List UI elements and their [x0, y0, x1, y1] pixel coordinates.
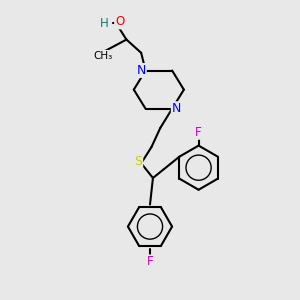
- Text: H: H: [100, 17, 109, 30]
- Text: CH₃: CH₃: [93, 51, 112, 61]
- Text: F: F: [195, 126, 202, 139]
- Text: O: O: [115, 15, 124, 28]
- Text: F: F: [147, 255, 153, 268]
- Text: N: N: [172, 102, 181, 115]
- Text: N: N: [136, 64, 146, 77]
- Text: S: S: [134, 155, 142, 168]
